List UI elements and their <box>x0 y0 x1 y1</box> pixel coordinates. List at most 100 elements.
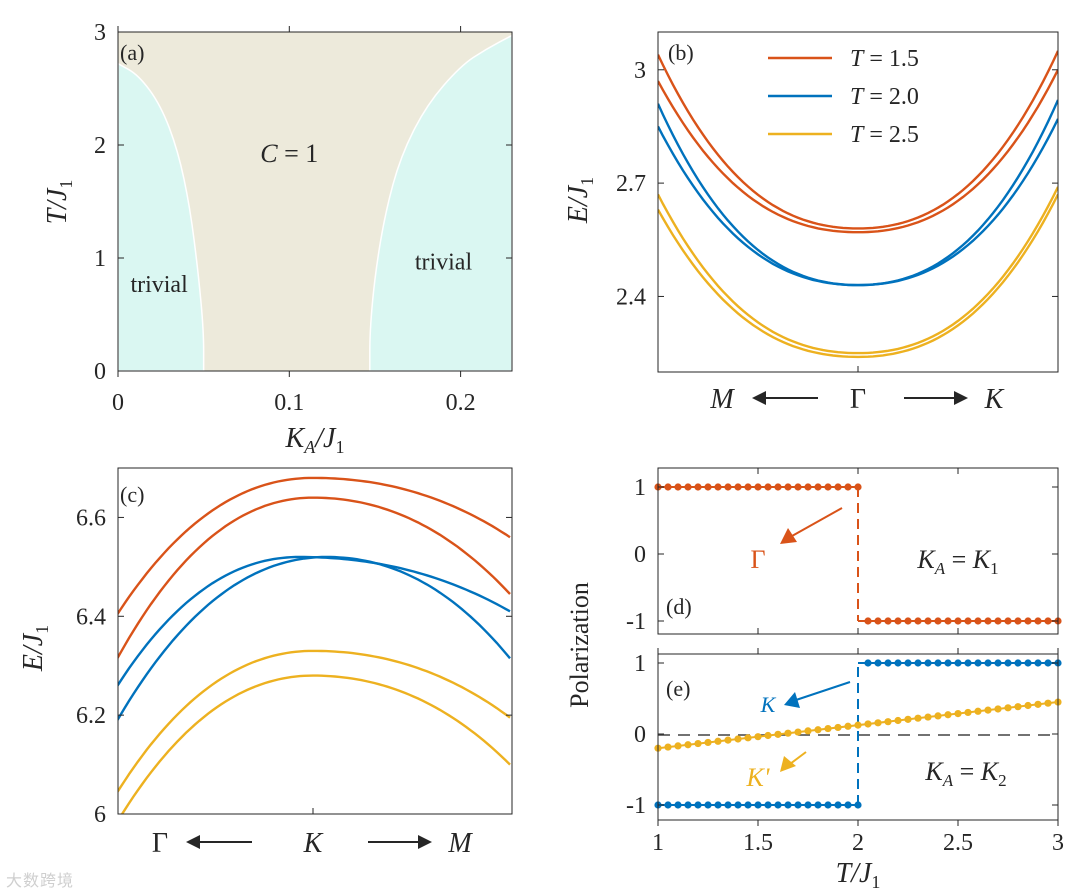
y-tick-label: 2.7 <box>616 171 646 197</box>
x-tick-label: 0.2 <box>446 390 476 416</box>
data-point <box>1014 617 1022 625</box>
legend-symbol: T <box>850 46 865 72</box>
band-curve <box>658 193 1058 359</box>
data-point <box>824 801 832 809</box>
path-label-left: M <box>709 384 735 415</box>
data-point <box>884 718 892 726</box>
panel-d-data <box>654 483 1062 625</box>
path-label-center: Γ <box>850 384 866 415</box>
data-point <box>704 483 712 491</box>
data-point <box>854 721 862 729</box>
data-point <box>864 720 872 728</box>
path-label-center: K <box>303 828 324 859</box>
trivial-region-left <box>118 62 205 371</box>
data-point <box>974 659 982 667</box>
arrow-left-head <box>186 835 200 849</box>
panel-b: 2.42.73 (b) T = 1.5T = 2.0T = 2.5 M Γ K … <box>563 31 1059 415</box>
y-tick-label: 6.2 <box>76 703 106 729</box>
y-tick-label: 1 <box>94 246 106 272</box>
data-point <box>694 739 702 748</box>
legend-symbol: T <box>850 122 865 148</box>
data-point <box>774 483 782 491</box>
data-point <box>804 483 812 491</box>
panel-a-xlabel: KA/J1 <box>285 423 345 457</box>
panel-d-label: (d) <box>666 594 692 619</box>
band-curve <box>118 649 511 794</box>
panel-e-xlabel: T/J1 <box>836 858 881 892</box>
kprime-arrow-line <box>789 751 807 765</box>
band-curve <box>118 555 511 722</box>
data-point <box>704 738 712 747</box>
panel-a-ticks: 0 1 2 3 0 0.1 0.2 <box>94 20 512 416</box>
data-point <box>954 617 962 625</box>
region-label-trivial-right: trivial <box>415 249 473 275</box>
trivial-region-right <box>369 34 512 371</box>
panel-e-data <box>654 659 1062 809</box>
data-point <box>724 483 732 491</box>
data-point <box>974 707 982 715</box>
data-point <box>884 659 892 667</box>
data-point <box>774 730 782 738</box>
data-point <box>674 801 682 809</box>
data-point <box>954 659 962 667</box>
panel-e: -1 0 1 1 1.5 2 2.5 3 (e) KA = K2 K K' Polarizat… <box>565 582 1064 892</box>
region-label-trivial-left: trivial <box>130 272 188 298</box>
data-point <box>814 801 822 809</box>
y-tick-label: 0 <box>634 722 646 748</box>
data-point <box>844 801 852 809</box>
data-point <box>674 483 682 491</box>
legend: T = 1.5T = 2.0T = 2.5 <box>768 46 919 148</box>
arrow-left-head <box>752 391 766 405</box>
data-point <box>774 801 782 809</box>
y-tick-label: 2.4 <box>616 284 646 310</box>
x-tick-label: 2.5 <box>943 830 973 856</box>
band-curve <box>658 69 1058 234</box>
data-point <box>734 483 742 491</box>
k-arrow-head <box>784 692 800 708</box>
gamma-arrow-head <box>780 528 797 544</box>
data-point <box>1004 704 1012 712</box>
x-tick-label: 3 <box>1052 830 1064 856</box>
data-point <box>934 712 942 720</box>
annotation-ka-k2: KA = K2 <box>924 757 1006 790</box>
data-point <box>924 659 932 667</box>
band-curve <box>120 674 511 814</box>
data-point <box>924 713 932 721</box>
panel-c-ticks: 6 6.2 6.4 6.6 <box>76 505 512 828</box>
data-point <box>834 723 842 732</box>
legend-label: T = 2.5 <box>850 122 919 148</box>
data-point <box>864 617 872 625</box>
k-label: K <box>760 692 777 717</box>
panel-e-label: (e) <box>666 676 690 701</box>
data-point <box>1024 617 1032 625</box>
data-point <box>754 801 762 809</box>
data-point <box>784 801 792 809</box>
x-tick-label: 0 <box>112 390 124 416</box>
data-point <box>924 617 932 625</box>
band-curve <box>658 186 1058 355</box>
data-point <box>894 617 902 625</box>
panel-c-label: (c) <box>120 482 144 507</box>
data-point <box>1044 699 1052 707</box>
y-tick-label: 1 <box>634 651 646 677</box>
data-point <box>684 741 692 749</box>
data-point <box>844 483 852 491</box>
data-point <box>874 617 882 625</box>
data-point <box>834 801 842 809</box>
panel-c-background <box>118 468 512 814</box>
data-point <box>814 483 822 491</box>
y-tick-label: 1 <box>634 475 646 501</box>
x-tick-label: 1.5 <box>743 830 773 856</box>
region-label-topological: C = 1 <box>260 139 318 168</box>
data-point <box>964 659 972 667</box>
panel-a: 0 1 2 3 0 0.1 0.2 (a) C = 1 trivial trivial KA… <box>42 20 513 457</box>
data-point <box>804 801 812 809</box>
data-point <box>1014 703 1022 711</box>
data-point <box>894 716 902 725</box>
data-point <box>964 708 972 717</box>
data-point <box>764 731 772 740</box>
data-point <box>854 483 862 491</box>
data-point <box>794 483 802 491</box>
band-curve <box>118 476 511 616</box>
